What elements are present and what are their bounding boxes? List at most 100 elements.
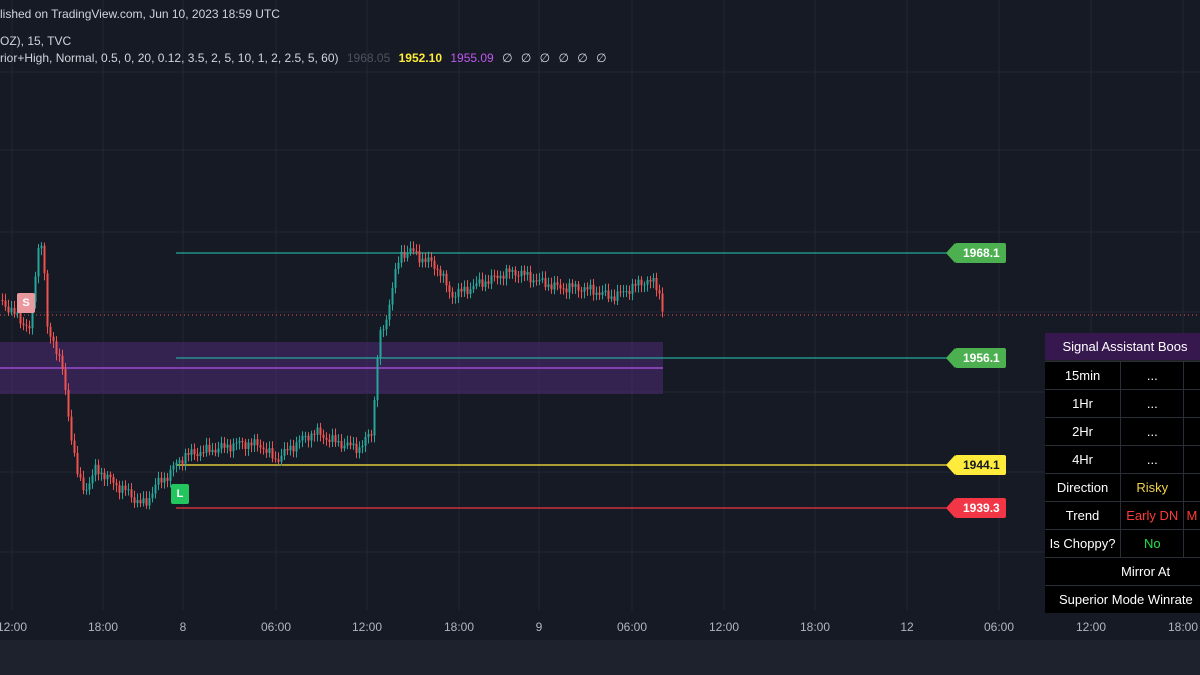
candle-body xyxy=(349,442,352,446)
row-extra xyxy=(1184,530,1200,557)
time-axis-label: 12 xyxy=(900,620,914,634)
candle-body xyxy=(358,447,361,453)
panel-row: Direction Risky xyxy=(1045,473,1200,501)
panel-row: 2Hr ... xyxy=(1045,417,1200,445)
candle-body xyxy=(379,330,382,359)
indicator-value-dim: 1968.05 xyxy=(346,51,391,65)
candle-body xyxy=(658,290,661,294)
candle-body xyxy=(109,474,112,478)
candle-body xyxy=(67,389,70,417)
time-axis-label: 12:00 xyxy=(708,620,740,634)
candle-body xyxy=(442,273,445,276)
candle-body xyxy=(631,283,634,294)
candle-body xyxy=(238,440,241,443)
candle-body xyxy=(514,270,517,276)
candle-body xyxy=(361,445,364,448)
panel-title: Signal Assistant Boos xyxy=(1045,333,1200,361)
candle-body xyxy=(55,341,58,354)
candle-body xyxy=(25,325,28,327)
candle-body xyxy=(535,280,538,282)
candle-body xyxy=(418,251,421,263)
candle-body xyxy=(13,307,16,315)
time-axis-label: 18:00 xyxy=(799,620,831,634)
candle-body xyxy=(640,279,643,286)
row-label: Trend xyxy=(1045,502,1122,529)
candle-body xyxy=(523,270,526,275)
candle-body xyxy=(577,284,580,291)
candle-body xyxy=(94,464,97,476)
candle-body xyxy=(268,448,271,453)
candle-body xyxy=(613,296,616,301)
candle-body xyxy=(610,296,613,299)
time-axis-label: 12:00 xyxy=(1075,620,1107,634)
candle-body xyxy=(568,283,571,293)
candle-body xyxy=(517,275,520,277)
candle-body xyxy=(274,458,277,460)
price-tag-1944: 1944.1 xyxy=(946,455,1006,475)
candle-body xyxy=(61,355,64,370)
candle-body xyxy=(4,300,7,307)
candle-body xyxy=(385,319,388,330)
candle-body xyxy=(76,452,79,475)
candle-body xyxy=(511,270,514,272)
indicator-zero: ∅ xyxy=(577,51,588,65)
candle-body xyxy=(121,485,124,493)
candle-body xyxy=(34,276,37,303)
time-axis-label: 9 xyxy=(535,620,543,634)
symbol-legend[interactable]: OZ), 15, TVC xyxy=(0,34,72,48)
candle-body xyxy=(70,416,73,441)
published-caption: lished on TradingView.com, Jun 10, 2023 … xyxy=(0,7,280,21)
candle-body xyxy=(7,306,10,313)
panel-row: Superior Mode Winrate xyxy=(1045,585,1200,613)
candle-body xyxy=(214,449,217,453)
long-signal-marker[interactable]: L xyxy=(171,484,189,504)
candle-body xyxy=(37,248,40,277)
candle-body xyxy=(625,291,628,293)
price-tag-1968: 1968.1 xyxy=(946,243,1006,263)
candle-body xyxy=(619,291,622,293)
indicator-legend[interactable]: rior+High, Normal, 0.5, 0, 20, 0.12, 3.5… xyxy=(0,51,612,65)
candle-body xyxy=(466,286,469,294)
candle-body xyxy=(607,290,610,299)
candle-body xyxy=(574,284,577,287)
chart-canvas[interactable] xyxy=(0,0,1200,640)
candle-body xyxy=(1,300,4,301)
row-value: ... xyxy=(1121,418,1185,445)
candle-body xyxy=(565,288,568,293)
candle-body xyxy=(157,477,160,485)
candle-body xyxy=(412,248,415,252)
candle-body xyxy=(490,275,493,284)
panel-row: Trend Early DN M xyxy=(1045,501,1200,529)
grid-lines xyxy=(0,0,1200,610)
candle-body xyxy=(496,275,499,279)
candle-body xyxy=(481,279,484,287)
candle-body xyxy=(343,445,346,449)
candle-body xyxy=(451,291,454,298)
candle-body xyxy=(301,435,304,441)
candle-body xyxy=(100,472,103,475)
candle-body xyxy=(394,268,397,288)
candle-body xyxy=(331,435,334,442)
chart-area[interactable] xyxy=(0,0,1200,640)
candle-body xyxy=(355,443,358,453)
candle-body xyxy=(22,323,25,326)
candle-body xyxy=(52,336,55,342)
candle-body xyxy=(424,258,427,262)
candle-body xyxy=(562,288,565,290)
row-label: 15min xyxy=(1045,362,1122,389)
candle-body xyxy=(184,453,187,464)
candle-body xyxy=(643,284,646,286)
sell-signal-marker[interactable]: S xyxy=(17,293,35,313)
candle-body xyxy=(235,442,238,444)
candle-body xyxy=(382,329,385,331)
time-axis-label: 12:00 xyxy=(0,620,28,634)
candle-body xyxy=(43,245,46,274)
candle-body xyxy=(154,484,157,494)
candle-body xyxy=(193,449,196,455)
candle-body xyxy=(73,440,76,453)
candle-body xyxy=(124,485,127,490)
candle-body xyxy=(253,439,256,446)
time-axis-label: 06:00 xyxy=(616,620,648,634)
panel-row: 1Hr ... xyxy=(1045,389,1200,417)
candle-body xyxy=(232,443,235,452)
